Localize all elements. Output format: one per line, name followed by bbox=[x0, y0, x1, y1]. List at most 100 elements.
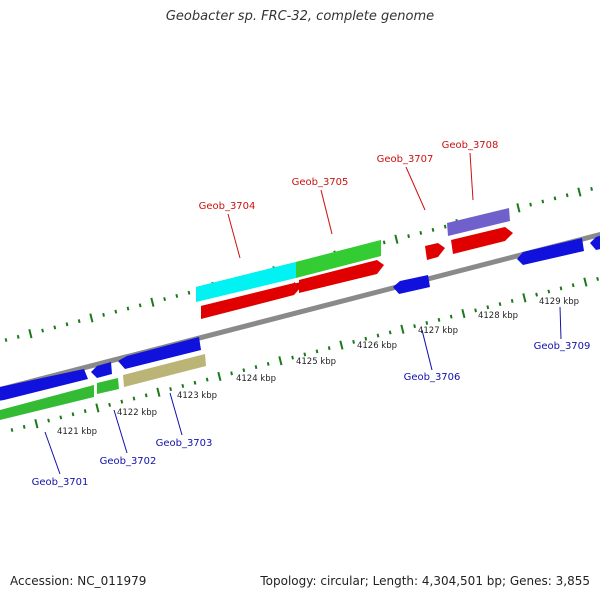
inner-track-minor-tick bbox=[352, 339, 355, 344]
inner-track-major-tick bbox=[339, 340, 344, 350]
inner-track-minor-tick bbox=[498, 302, 502, 307]
inner-track-minor-tick bbox=[291, 355, 294, 360]
gene-label-Geob_3707[interactable]: Geob_3707 bbox=[377, 154, 434, 165]
inner-track-minor-tick bbox=[169, 387, 172, 392]
scale-label: 4127 kbp bbox=[418, 326, 458, 336]
inner-track-minor-tick bbox=[266, 361, 270, 366]
gene-Geob_3707-arrow[interactable] bbox=[425, 243, 445, 260]
inner-track-minor-tick bbox=[47, 418, 50, 423]
gene-label-Geob_3703[interactable]: Geob_3703 bbox=[156, 438, 213, 449]
inner-track-minor-tick bbox=[315, 349, 319, 354]
inner-track-major-tick bbox=[156, 387, 161, 397]
outer-track-minor-tick bbox=[431, 227, 435, 232]
inner-track-minor-tick bbox=[71, 412, 75, 417]
outer-track-minor-tick bbox=[53, 325, 57, 330]
inner-track-minor-tick bbox=[254, 365, 258, 370]
inner-track-minor-tick bbox=[242, 368, 246, 373]
gene-Geob_3708-upper-block[interactable] bbox=[447, 208, 510, 236]
gene-Geob_3703-lower-block[interactable] bbox=[123, 354, 206, 387]
inner-track-minor-tick bbox=[205, 377, 209, 382]
inner-track-major-tick bbox=[217, 371, 222, 382]
inner-track-minor-tick bbox=[108, 402, 111, 407]
accession-text: Accession: NC_011979 bbox=[10, 574, 147, 588]
outer-track-minor-tick bbox=[187, 290, 191, 295]
outer-track-minor-tick bbox=[163, 297, 166, 302]
outer-track-minor-tick bbox=[41, 328, 44, 333]
gene-label-Geob_3702[interactable]: Geob_3702 bbox=[100, 456, 157, 467]
outer-track-minor-tick bbox=[419, 230, 423, 235]
outer-track-minor-tick bbox=[590, 186, 593, 191]
inner-track-minor-tick bbox=[486, 305, 490, 310]
inner-track-major-tick bbox=[461, 308, 466, 319]
forward-strand-features bbox=[196, 208, 513, 319]
outer-track-minor-tick bbox=[138, 303, 142, 308]
leader-line-Geob_3707 bbox=[405, 166, 426, 211]
outer-track-minor-tick bbox=[102, 312, 105, 317]
outer-track-minor-tick bbox=[175, 293, 179, 298]
outer-track-minor-tick bbox=[77, 319, 81, 324]
inner-track-minor-tick bbox=[327, 346, 331, 351]
gene-Geob_3705-arrow[interactable] bbox=[299, 260, 384, 293]
inner-track-minor-tick bbox=[364, 336, 368, 341]
outer-track-major-tick bbox=[150, 297, 155, 307]
gene-label-Geob_3709[interactable]: Geob_3709 bbox=[534, 341, 591, 352]
gene-Geob_3701-arrow[interactable] bbox=[0, 369, 88, 401]
scale-label: 4129 kbp bbox=[539, 297, 579, 307]
outer-track-minor-tick bbox=[114, 309, 118, 314]
leader-line-Geob_3703 bbox=[169, 392, 183, 436]
inner-track-minor-tick bbox=[413, 324, 416, 329]
outer-track-minor-tick bbox=[65, 322, 69, 327]
scale-label: 4123 kbp bbox=[177, 391, 217, 401]
leader-line-Geob_3709 bbox=[559, 306, 562, 340]
gene-Geob_3701-lower-block[interactable] bbox=[0, 385, 94, 420]
outer-track-major-tick bbox=[516, 203, 521, 213]
inner-track-minor-tick bbox=[425, 320, 429, 325]
inner-track-minor-tick bbox=[474, 308, 477, 313]
gene-label-Geob_3706[interactable]: Geob_3706 bbox=[404, 372, 461, 383]
gene-label-Geob_3704[interactable]: Geob_3704 bbox=[199, 201, 256, 212]
inner-track-minor-tick bbox=[547, 289, 551, 294]
inner-track-major-tick bbox=[95, 403, 100, 413]
inner-track-minor-tick bbox=[120, 399, 124, 404]
outer-track-minor-tick bbox=[565, 193, 569, 198]
gene-label-Geob_3705[interactable]: Geob_3705 bbox=[292, 177, 349, 188]
gene-Geob_3704-arrow[interactable] bbox=[201, 282, 301, 319]
genome-summary-text: Topology: circular; Length: 4,304,501 bp… bbox=[260, 574, 590, 588]
inner-track-major-tick bbox=[522, 293, 527, 303]
gene-Geob_3703-arrow[interactable] bbox=[118, 337, 201, 369]
gene-label-Geob_3701[interactable]: Geob_3701 bbox=[32, 477, 89, 488]
gene-Geob_3704-upper-block[interactable] bbox=[196, 262, 296, 302]
leader-line-Geob_3701 bbox=[44, 431, 61, 475]
sequence-backbone bbox=[0, 231, 600, 393]
inner-track-minor-tick bbox=[303, 352, 307, 357]
inner-track-minor-tick bbox=[10, 428, 14, 432]
scale-label: 4124 kbp bbox=[236, 374, 276, 384]
gene-Geob_3709b-arrow[interactable] bbox=[590, 233, 600, 250]
reverse-strand-features bbox=[0, 233, 600, 420]
gene-Geob_3702-arrow[interactable] bbox=[91, 362, 112, 378]
inner-track-minor-tick bbox=[193, 380, 197, 385]
gene-label-Geob_3708[interactable]: Geob_3708 bbox=[442, 140, 499, 151]
inner-track-minor-tick bbox=[376, 333, 380, 338]
gene-Geob_3705-upper-block[interactable] bbox=[296, 240, 381, 278]
outer-track-minor-tick bbox=[529, 202, 532, 207]
gene-Geob_3708-arrow[interactable] bbox=[451, 227, 513, 254]
inner-track-minor-tick bbox=[535, 292, 538, 297]
scale-labels: 4121 kbp 4122 kbp 4123 kbp 4124 kbp 4125 kbp… bbox=[57, 297, 579, 437]
inner-track-minor-tick bbox=[510, 298, 514, 303]
outer-track-minor-tick bbox=[126, 306, 130, 311]
inner-track-minor-tick bbox=[571, 283, 575, 288]
gene-Geob_3702-lower-block[interactable] bbox=[97, 378, 119, 394]
outer-track-minor-tick bbox=[4, 338, 8, 342]
inner-track-minor-tick bbox=[181, 383, 185, 388]
scale-label: 4122 kbp bbox=[117, 408, 157, 418]
inner-track-minor-tick bbox=[132, 396, 136, 401]
outer-track-major-tick bbox=[89, 313, 94, 323]
gene-Geob_3709-arrow[interactable] bbox=[517, 238, 584, 265]
gene-Geob_3706-arrow[interactable] bbox=[393, 275, 430, 294]
leader-line-Geob_3706 bbox=[421, 329, 433, 371]
scale-label: 4126 kbp bbox=[357, 341, 397, 351]
gene-labels: Geob_3701 Geob_3702 Geob_3703 Geob_3704 Geob… bbox=[32, 140, 591, 488]
inner-track-minor-tick bbox=[596, 276, 599, 281]
